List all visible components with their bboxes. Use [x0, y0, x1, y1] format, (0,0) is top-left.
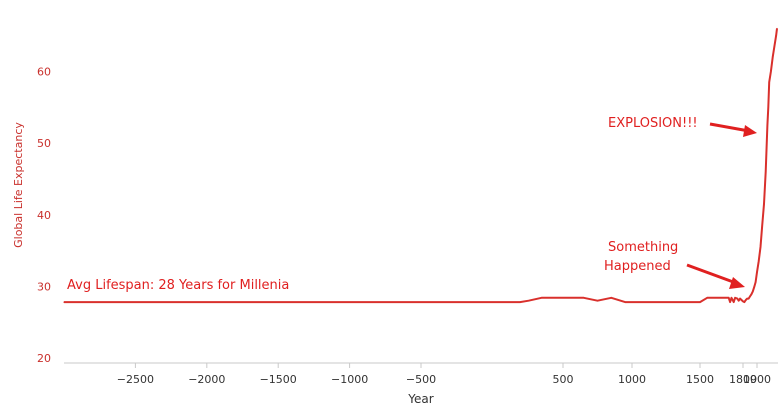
- data-point: [772, 56, 774, 58]
- arrow-explosion: [709, 122, 757, 137]
- data-point: [743, 301, 746, 303]
- data-point: [733, 301, 735, 303]
- data-point: [761, 224, 763, 227]
- data-point: [734, 297, 736, 299]
- data-point: [759, 246, 762, 248]
- data-point: [750, 293, 753, 295]
- data-point: [720, 297, 723, 299]
- x-tick-label: −2500: [117, 373, 154, 386]
- data-point: [765, 171, 767, 173]
- data-point: [729, 301, 731, 303]
- annotation-explosion: EXPLOSION!!!: [608, 116, 698, 131]
- x-axis-label: Year: [407, 392, 433, 406]
- data-point: [763, 203, 765, 205]
- x-tick-label: 1500: [686, 373, 714, 386]
- life-expectancy-line: [64, 28, 778, 304]
- data-point: [748, 298, 750, 300]
- data-point: [767, 106, 769, 108]
- data-point: [768, 81, 770, 83]
- data-point: [736, 298, 738, 300]
- x-tick-label: −1000: [331, 373, 368, 386]
- data-point: [766, 124, 769, 126]
- data-point: [624, 301, 626, 303]
- data-point: [63, 301, 65, 303]
- x-tick-label: −2000: [188, 373, 225, 386]
- data-point: [745, 299, 747, 301]
- data-point: [755, 281, 757, 283]
- data-point: [773, 45, 776, 48]
- data-point: [775, 35, 777, 37]
- y-axis-label: Global Life Expectancy: [12, 122, 25, 248]
- data-point: [758, 260, 760, 262]
- data-point: [756, 271, 758, 273]
- x-tick-label: −500: [406, 373, 436, 386]
- data-point: [706, 297, 708, 299]
- data-point: [749, 295, 751, 297]
- y-tick-label: 50: [37, 137, 51, 150]
- data-point: [583, 297, 585, 299]
- data-point: [753, 286, 755, 288]
- x-tick-label: 1800: [729, 373, 757, 386]
- data-point: [730, 297, 733, 299]
- data-point: [738, 300, 740, 302]
- data-point: [739, 298, 741, 300]
- annotation-something: Something: [608, 240, 678, 255]
- data-point: [699, 301, 701, 303]
- data-point: [540, 297, 543, 299]
- data-point: [746, 298, 748, 300]
- x-tick-label: 1900: [743, 373, 771, 386]
- x-tick-label: 1000: [618, 373, 646, 386]
- data-point: [596, 300, 599, 302]
- data-point: [752, 290, 754, 292]
- data-point: [519, 301, 521, 303]
- y-axis-ticks: 20 30 40 50 60: [37, 66, 51, 366]
- data-points: [63, 27, 778, 303]
- y-tick-label: 40: [37, 209, 51, 222]
- data-point: [776, 27, 778, 30]
- annotation-avg-lifespan: Avg Lifespan: 28 Years for Millenia: [67, 278, 289, 293]
- x-tick-label: −1500: [260, 373, 297, 386]
- y-tick-label: 60: [37, 66, 51, 79]
- data-point: [658, 301, 660, 303]
- annotation-happened: Happened: [604, 259, 671, 274]
- data-point: [742, 300, 744, 302]
- data-point: [610, 297, 612, 299]
- data-point: [562, 297, 564, 299]
- y-tick-label: 20: [37, 352, 51, 365]
- data-point: [770, 70, 772, 73]
- x-axis-ticks: −2500 −2000 −1500 −1000 −500 500 1000 1500 18001…: [117, 363, 771, 386]
- y-tick-label: 30: [37, 280, 51, 293]
- data-point: [728, 297, 730, 299]
- arrow-something-happened: [686, 263, 745, 289]
- x-tick-label: 500: [553, 373, 574, 386]
- data-point: [685, 301, 688, 303]
- data-point: [528, 300, 530, 302]
